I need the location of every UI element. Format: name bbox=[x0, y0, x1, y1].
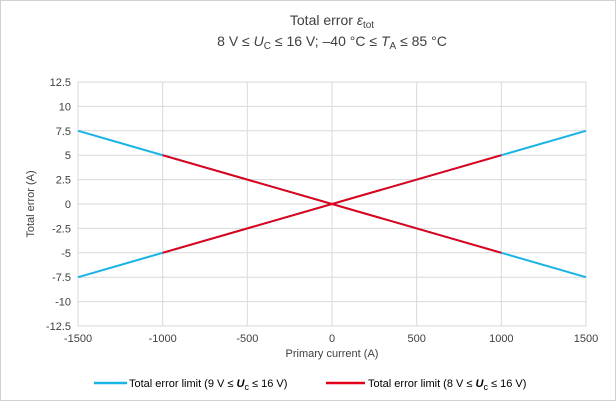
y-tick-label: -12.5 bbox=[46, 321, 71, 333]
legend-label-series-2: Total error limit (8 V ≤ Uc ≤ 16 V) bbox=[368, 378, 526, 392]
y-tick-label: 0 bbox=[65, 199, 71, 211]
legend: Total error limit (9 V ≤ Uc ≤ 16 V) Tota… bbox=[94, 378, 526, 392]
x-tick-label: -1500 bbox=[64, 333, 92, 345]
y-tick-label: 12.5 bbox=[50, 77, 71, 89]
x-axis-label: Primary current (A) bbox=[286, 348, 379, 360]
chart-subtitle: 8 V ≤ UC ≤ 16 V; –40 °C ≤ TA ≤ 85 °C bbox=[217, 33, 447, 52]
chart-title: Total error εtot bbox=[290, 12, 374, 31]
x-tick-label: 1500 bbox=[574, 333, 598, 345]
y-tick-label: -10 bbox=[55, 297, 71, 309]
y-tick-label: -2.5 bbox=[52, 223, 71, 235]
y-tick-label: 5 bbox=[65, 150, 71, 162]
y-tick-label: 2.5 bbox=[56, 175, 71, 187]
y-tick-label: 10 bbox=[59, 101, 71, 113]
series-lines bbox=[77, 129, 587, 279]
y-tick-label: 7.5 bbox=[56, 126, 71, 138]
x-tick-label: 0 bbox=[329, 333, 335, 345]
x-tick-label: 500 bbox=[407, 333, 425, 345]
y-tick-label: -5 bbox=[61, 248, 71, 260]
y-tick-label: -7.5 bbox=[52, 272, 71, 284]
y-axis-ticks: 12.5 10 7.5 5 2.5 0 -2.5 -5 -7.5 -10 -12.5 bbox=[46, 77, 71, 333]
series-2-line-2 bbox=[162, 154, 502, 254]
x-axis-ticks: -1500 -1000 -500 0 500 1000 1500 bbox=[64, 333, 598, 345]
y-axis-label: Total error (A) bbox=[25, 170, 37, 237]
x-tick-label: -500 bbox=[236, 333, 258, 345]
legend-label-series-1: Total error limit (9 V ≤ Uc ≤ 16 V) bbox=[129, 378, 287, 392]
x-tick-label: -1000 bbox=[149, 333, 177, 345]
x-tick-label: 1000 bbox=[489, 333, 513, 345]
